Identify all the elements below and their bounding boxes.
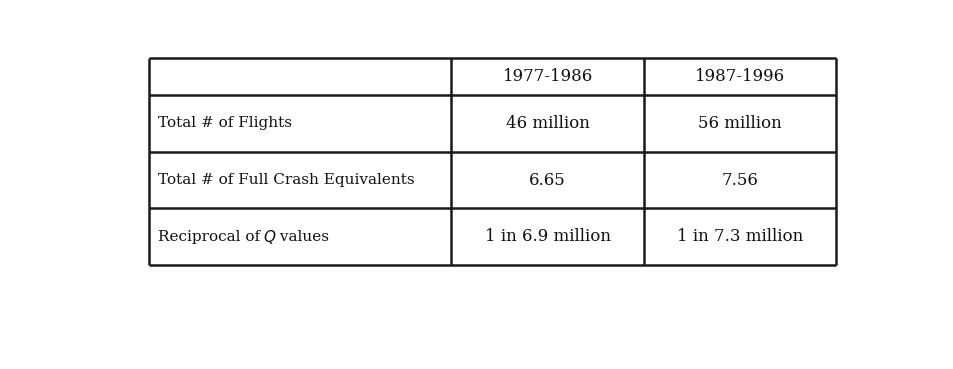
Text: 1 in 6.9 million: 1 in 6.9 million — [484, 228, 610, 245]
Text: 6.65: 6.65 — [529, 172, 565, 189]
Text: Total # of Full Crash Equivalents: Total # of Full Crash Equivalents — [157, 173, 414, 187]
Text: 1977-1986: 1977-1986 — [502, 68, 592, 85]
Text: $Q$: $Q$ — [262, 228, 275, 246]
Text: Total # of Flights: Total # of Flights — [157, 116, 292, 130]
Text: 7.56: 7.56 — [721, 172, 758, 189]
Text: 56 million: 56 million — [698, 115, 781, 132]
Text: Reciprocal of: Reciprocal of — [157, 230, 264, 244]
Text: 46 million: 46 million — [505, 115, 589, 132]
Text: 1987-1996: 1987-1996 — [695, 68, 784, 85]
Text: 1 in 7.3 million: 1 in 7.3 million — [677, 228, 802, 245]
Text: values: values — [274, 230, 328, 244]
